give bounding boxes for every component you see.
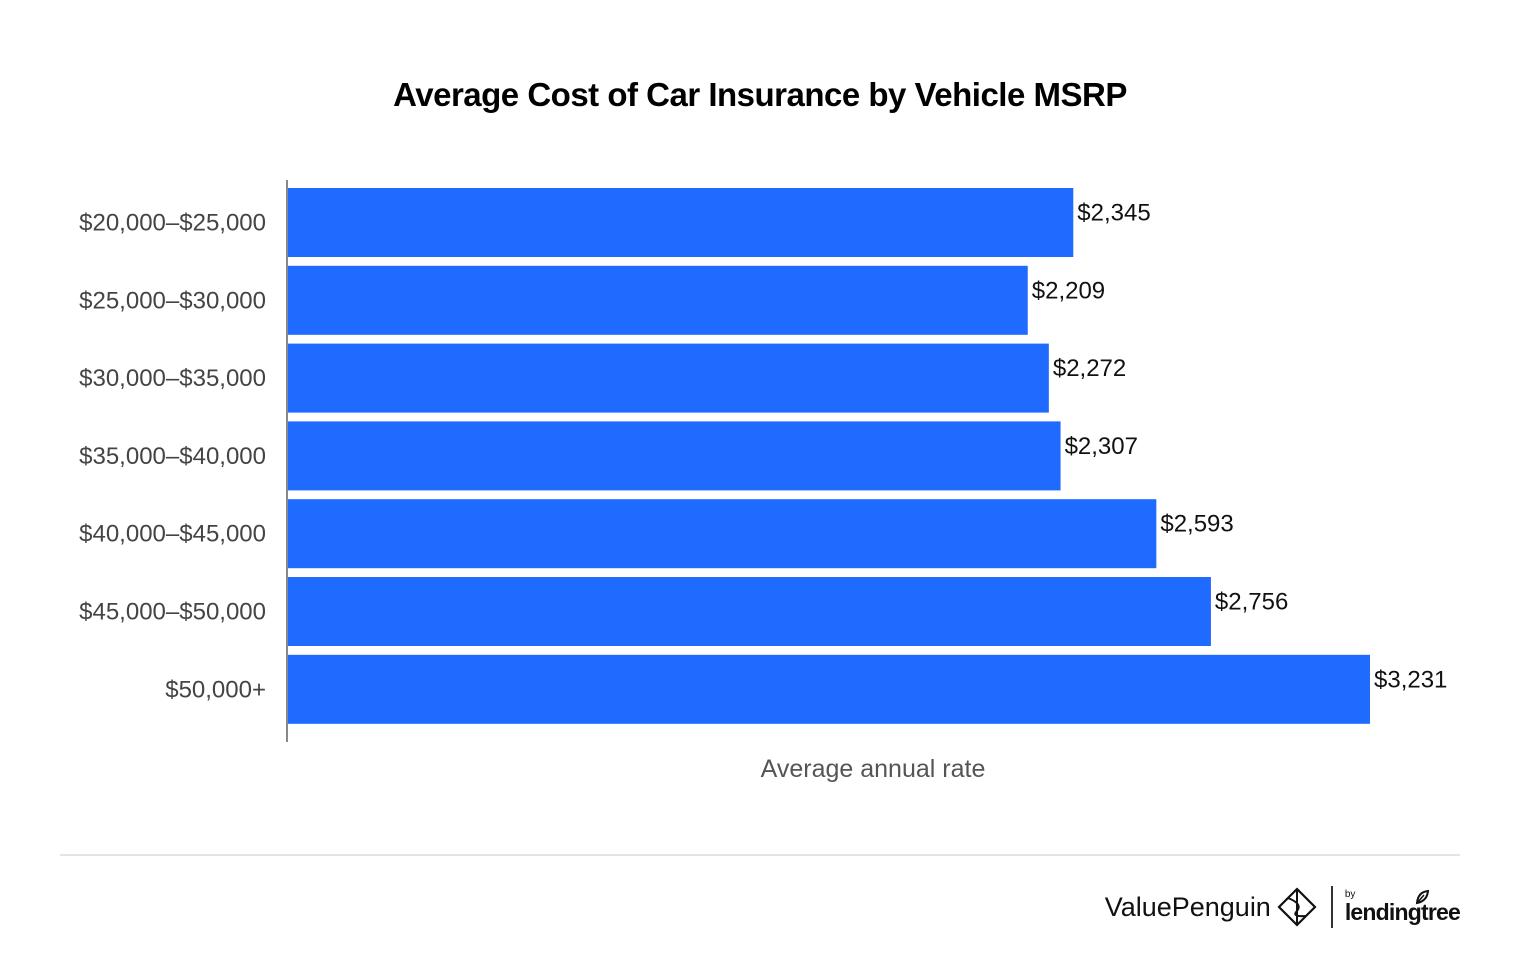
bar-0 [288, 188, 1074, 257]
bars-layer: $20,000–$25,000 $2,345 $25,000–$30,000 $2,2… [79, 188, 1447, 724]
leaf-icon [1415, 889, 1430, 904]
lendingtree-wordmark: lendingtree [1344, 898, 1461, 925]
value-label-1: $2,209 [1032, 277, 1105, 304]
value-label-6: $3,231 [1374, 666, 1447, 693]
chart-title: Average Cost of Car Insurance by Vehicle… [393, 76, 1127, 113]
value-label-3: $2,307 [1065, 433, 1138, 460]
valuepenguin-wordmark: ValuePenguin [1104, 891, 1271, 922]
category-label-4: $40,000–$45,000 [79, 521, 266, 548]
value-label-5: $2,756 [1215, 589, 1288, 616]
footer-branding: ValuePenguin by lendingtree [1104, 884, 1461, 930]
footer-divider [60, 854, 1460, 856]
value-label-2: $2,272 [1053, 355, 1126, 382]
brand-separator [1330, 886, 1333, 928]
bar-1 [288, 265, 1028, 335]
bar-6 [288, 654, 1370, 724]
value-label-0: $2,345 [1077, 200, 1150, 227]
x-axis-title: Average annual rate [761, 755, 986, 783]
category-label-5: $45,000–$50,000 [79, 599, 266, 626]
category-label-6: $50,000+ [165, 676, 266, 703]
bar-4 [288, 499, 1157, 569]
brand-by-label: by [1344, 888, 1356, 900]
category-label-2: $30,000–$35,000 [79, 365, 266, 392]
category-label-1: $25,000–$30,000 [79, 287, 266, 314]
value-label-4: $2,593 [1160, 511, 1233, 538]
bar-5 [288, 577, 1211, 646]
bar-3 [288, 421, 1061, 491]
valuepenguin-logo-icon [1277, 887, 1317, 927]
category-label-3: $35,000–$40,000 [79, 443, 266, 470]
bar-2 [288, 343, 1049, 413]
category-label-0: $20,000–$25,000 [79, 210, 266, 237]
lendingtree-brand: by lendingtree [1344, 888, 1461, 926]
